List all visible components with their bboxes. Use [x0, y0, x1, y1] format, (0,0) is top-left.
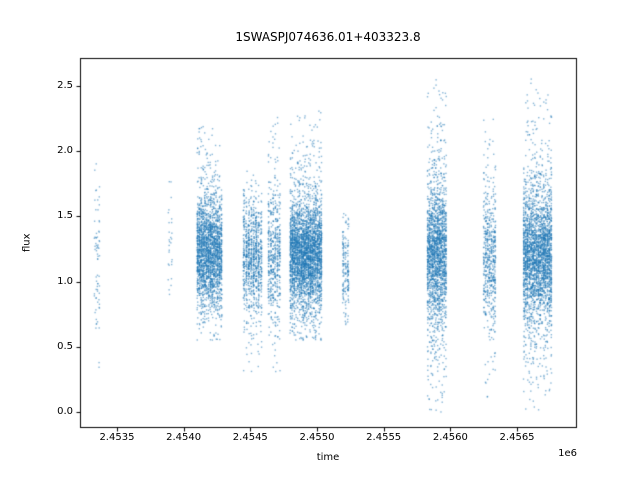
x-axis-offset-text: 1e6 — [558, 448, 577, 459]
x-tick-label: 2.4560 — [432, 432, 468, 443]
x-tick-label: 2.4535 — [99, 432, 135, 443]
x-axis-label: time — [316, 452, 340, 463]
y-tick-label: 1.5 — [57, 210, 73, 222]
x-tick-label: 2.4550 — [299, 432, 335, 443]
y-axis-label: flux — [21, 233, 33, 252]
y-tick-label: 0.0 — [57, 406, 73, 417]
x-tick-label: 2.4545 — [232, 432, 268, 443]
y-tick-label: 2.5 — [57, 80, 73, 92]
y-tick-label: 0.5 — [57, 340, 73, 352]
x-tick-label: 2.4540 — [166, 432, 202, 443]
x-tick-label: 2.4565 — [499, 432, 535, 443]
chart-title: 1SWASPJ074636.01+403323.8 — [235, 30, 421, 44]
y-tick-label: 2.0 — [57, 145, 73, 157]
x-tick-label: 2.4555 — [366, 432, 402, 443]
y-tick-label: 1.0 — [57, 275, 73, 287]
